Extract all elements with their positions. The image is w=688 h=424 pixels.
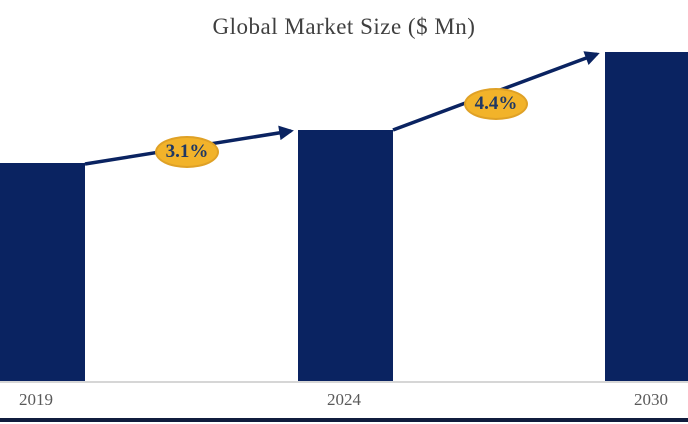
chart-bottom-border [0,418,688,422]
growth-badge-label: 4.4% [474,92,518,114]
x-tick-2019: 2019 [19,390,53,409]
x-axis-line [0,381,688,383]
bar-2024 [298,130,393,382]
x-tick-2030: 2030 [634,390,668,409]
chart-title: Global Market Size ($ Mn) [212,14,476,39]
growth-badge-2024-2030: 4.4% [464,88,528,120]
x-tick-2024: 2024 [327,390,361,409]
bar-2019 [0,163,85,382]
growth-badge-label: 3.1% [165,140,209,162]
bar-2030 [605,52,688,382]
growth-badge-2019-2024: 3.1% [155,136,219,168]
